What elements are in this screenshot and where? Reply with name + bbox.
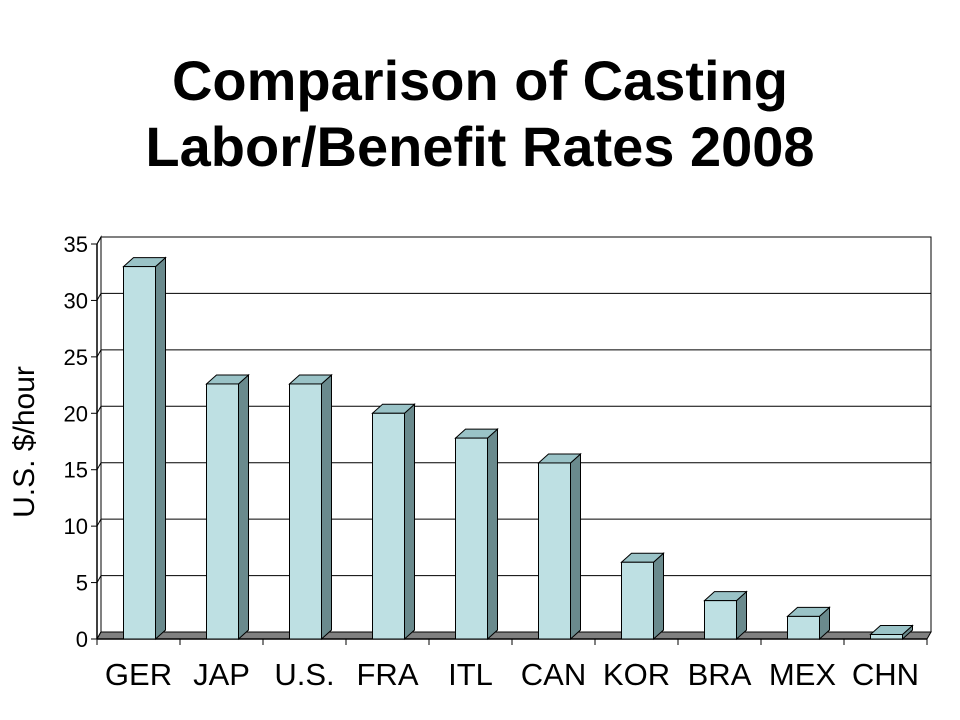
bar [538, 462, 571, 640]
x-tick-label: JAP [193, 657, 250, 692]
bar-side [238, 373, 249, 641]
x-tick-label: BRA [688, 657, 752, 692]
bar-side [653, 552, 664, 641]
y-tick-label: 10 [64, 514, 88, 539]
bar-side [487, 427, 498, 641]
x-tick-label: MEX [769, 657, 837, 692]
y-tick-label: 35 [64, 232, 88, 257]
y-tick-label: 25 [64, 345, 88, 370]
y-tick-label: 30 [64, 288, 88, 313]
bar [787, 615, 820, 640]
bar-side [404, 403, 415, 641]
bar [123, 266, 156, 640]
bar [455, 437, 488, 640]
chart-title: Comparison of Casting Labor/Benefit Rate… [0, 48, 960, 180]
bar-side [570, 452, 581, 641]
y-axis-title: U.S. $/hour [8, 366, 41, 518]
bar-side [321, 373, 332, 641]
x-tick-label: FRA [357, 657, 419, 692]
x-tick-label: KOR [603, 657, 670, 692]
bar [870, 633, 903, 640]
x-tick-label: U.S. [274, 657, 334, 692]
y-tick-label: 0 [76, 627, 88, 652]
x-tick-label: CHN [852, 657, 919, 692]
x-tick-label: CAN [521, 657, 586, 692]
x-tick-label: ITL [448, 657, 493, 692]
y-tick-label: 5 [76, 571, 88, 596]
bar [206, 383, 239, 640]
bar [289, 383, 322, 640]
bar [704, 600, 737, 640]
chart-title-line-2: Labor/Benefit Rates 2008 [145, 115, 815, 178]
bar [621, 561, 654, 640]
bar-side [155, 256, 166, 641]
y-tick-label: 20 [64, 401, 88, 426]
y-tick-label: 15 [64, 458, 88, 483]
x-tick-label: GER [105, 657, 172, 692]
bar [372, 412, 405, 640]
gridline-side [96, 236, 102, 245]
chart-title-line-1: Comparison of Casting [171, 49, 789, 112]
